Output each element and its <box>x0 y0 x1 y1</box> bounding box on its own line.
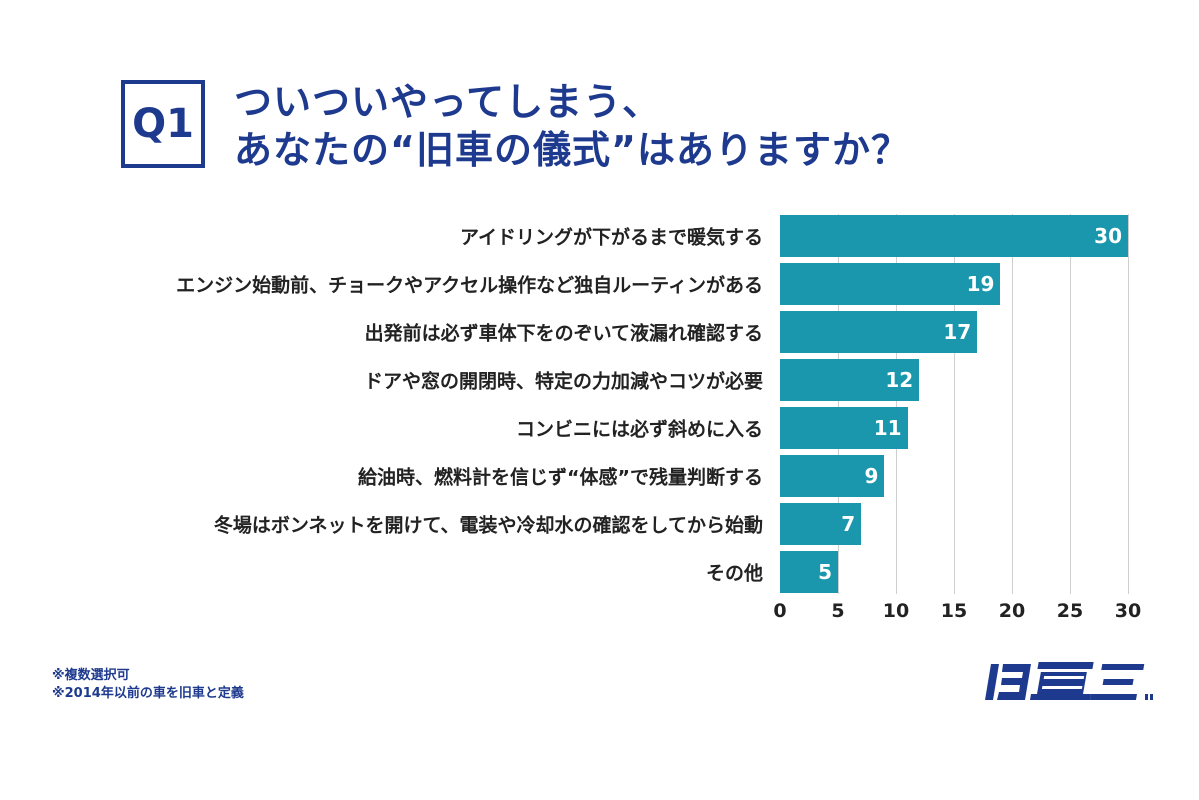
category-label: 給油時、燃料計を信じず“体感”で残量判断する <box>358 466 763 489</box>
bar-value-label: 12 <box>885 368 914 392</box>
question-badge: Q1 <box>121 80 205 168</box>
x-tick-label: 25 <box>1056 600 1084 622</box>
gridline <box>1012 214 1013 594</box>
page-title: ついついやってしまう、 あなたの“旧車の儀式”はありますか？ <box>234 78 910 174</box>
x-tick-label: 10 <box>882 600 910 622</box>
note-multiple-choice: ※複数選択可 <box>52 668 130 683</box>
brand-logo <box>985 662 1153 700</box>
x-tick-label: 20 <box>998 600 1026 622</box>
category-label: エンジン始動前、チョークやアクセル操作など独自ルーティンがある <box>176 274 763 297</box>
category-label: コンビニには必ず斜めに入る <box>515 418 763 441</box>
bar-value-label: 5 <box>818 560 832 584</box>
category-label: 出発前は必ず車体下をのぞいて液漏れ確認する <box>364 322 763 345</box>
note-definition: ※2014年以前の車を旧車と定義 <box>52 686 244 701</box>
question-number: Q1 <box>132 101 194 147</box>
gridline <box>896 214 897 594</box>
bar-value-label: 17 <box>943 320 972 344</box>
bar <box>780 455 885 497</box>
bar-value-label: 30 <box>1094 224 1122 248</box>
bar-value-label: 7 <box>841 512 856 536</box>
bar-value-label: 9 <box>864 464 879 488</box>
gridline <box>838 214 839 594</box>
bar-value-label: 19 <box>966 272 995 296</box>
bar-value-label: 11 <box>873 416 902 440</box>
gridline <box>1070 214 1071 594</box>
gridline <box>1128 214 1129 594</box>
bar <box>780 503 862 545</box>
bar <box>780 263 1001 305</box>
x-tick-label: 15 <box>940 600 968 622</box>
category-label: アイドリングが下がるまで暖気する <box>459 226 763 249</box>
title-line-1: ついついやってしまう、 <box>234 80 662 124</box>
category-label: 冬場はボンネットを開けて、電装や冷却水の確認をしてから始動 <box>213 514 763 537</box>
gridline <box>954 214 955 594</box>
bar <box>780 311 978 353</box>
bar <box>780 407 908 449</box>
category-label: その他 <box>705 562 763 585</box>
bar <box>780 359 920 401</box>
bar <box>780 215 1128 257</box>
category-label: ドアや窓の開閉時、特定の力加減やコツが必要 <box>363 370 763 393</box>
x-tick-label: 5 <box>831 600 845 622</box>
x-tick-label: 30 <box>1114 600 1142 622</box>
x-tick-label: 0 <box>773 600 787 622</box>
title-line-2: あなたの“旧車の儀式”はありますか？ <box>234 128 910 172</box>
bar <box>780 551 838 593</box>
